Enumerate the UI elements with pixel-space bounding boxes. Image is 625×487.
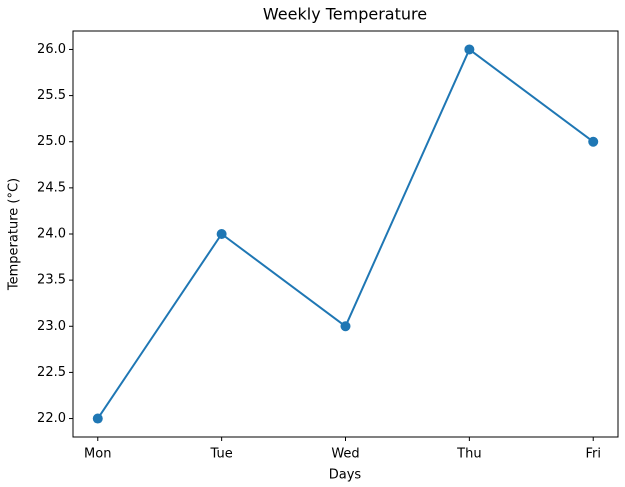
x-tick-label: Fri: [585, 447, 601, 462]
y-tick-label: 25.0: [37, 134, 66, 149]
data-point: [588, 136, 599, 147]
y-tick-label: 22.5: [37, 365, 66, 380]
chart-title: Weekly Temperature: [263, 5, 427, 24]
y-tick-label: 23.5: [37, 273, 66, 288]
x-tick-label: Mon: [84, 447, 111, 462]
data-point: [464, 44, 475, 55]
y-tick-label: 22.0: [37, 411, 66, 426]
y-tick-label: 24.5: [37, 180, 66, 195]
y-tick-label: 23.0: [37, 319, 66, 334]
y-axis-label: Temperature (°C): [7, 178, 22, 291]
x-tick-label: Wed: [331, 447, 359, 462]
data-point: [92, 413, 103, 424]
y-tick-label: 24.0: [37, 227, 66, 242]
y-tick-label: 25.5: [37, 88, 66, 103]
x-tick-label: Thu: [456, 447, 481, 462]
x-tick-label: Tue: [210, 447, 233, 462]
data-line: [96, 47, 594, 420]
y-tick-label: 26.0: [37, 42, 66, 57]
x-axis-label: Days: [329, 468, 362, 483]
data-point: [216, 229, 227, 239]
plot-frame: [72, 30, 619, 438]
data-point: [340, 321, 351, 332]
